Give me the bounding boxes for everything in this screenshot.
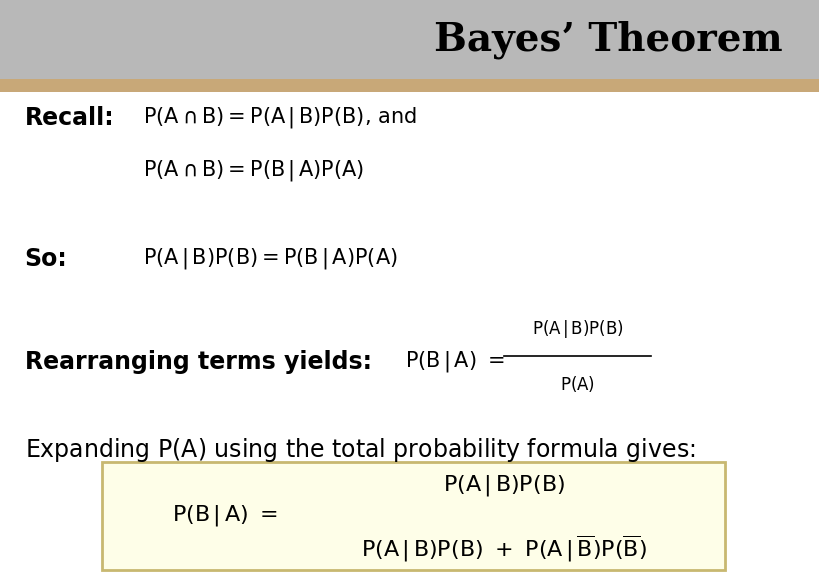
Text: $\mathrm{P(B\,|\,A)\ =}$: $\mathrm{P(B\,|\,A)\ =}$ [405, 349, 505, 374]
Text: Recall:: Recall: [25, 106, 114, 129]
Text: $\mathrm{P(A \cap B) = P(A\,|\,B)P(B)}$, and: $\mathrm{P(A \cap B) = P(A\,|\,B)P(B)}$,… [143, 105, 417, 130]
Text: $\mathrm{P(A\,|\,B)P(B) = P(B\,|\,A)P(A)}$: $\mathrm{P(A\,|\,B)P(B) = P(B\,|\,A)P(A)… [143, 246, 398, 271]
Text: $\mathrm{P(B\,|\,A)\ =}$: $\mathrm{P(B\,|\,A)\ =}$ [172, 503, 278, 529]
Text: Bayes’ Theorem: Bayes’ Theorem [433, 21, 782, 59]
Text: $\mathrm{P(A\,|\,B)P(B)}$: $\mathrm{P(A\,|\,B)P(B)}$ [532, 318, 623, 340]
Text: $\mathrm{P(A)}$: $\mathrm{P(A)}$ [560, 374, 595, 394]
Text: $\mathrm{P(A\,|\,B)P(B)}$: $\mathrm{P(A\,|\,B)P(B)}$ [442, 473, 565, 498]
Text: $\mathrm{P(A \cap B) = P(B\,|\,A)P(A)}$: $\mathrm{P(A \cap B) = P(B\,|\,A)P(A)}$ [143, 158, 364, 183]
Text: $\mathrm{P(A\,|\,B)P(B)\ +\ P(A\,|\,\overline{B})P(\overline{B})}$: $\mathrm{P(A\,|\,B)P(B)\ +\ P(A\,|\,\ove… [360, 533, 647, 563]
Text: Rearranging terms yields:: Rearranging terms yields: [25, 350, 372, 373]
Text: So:: So: [25, 247, 67, 270]
Text: Expanding $\mathrm{P(A)}$ using the total probability formula gives:: Expanding $\mathrm{P(A)}$ using the tota… [25, 436, 695, 464]
